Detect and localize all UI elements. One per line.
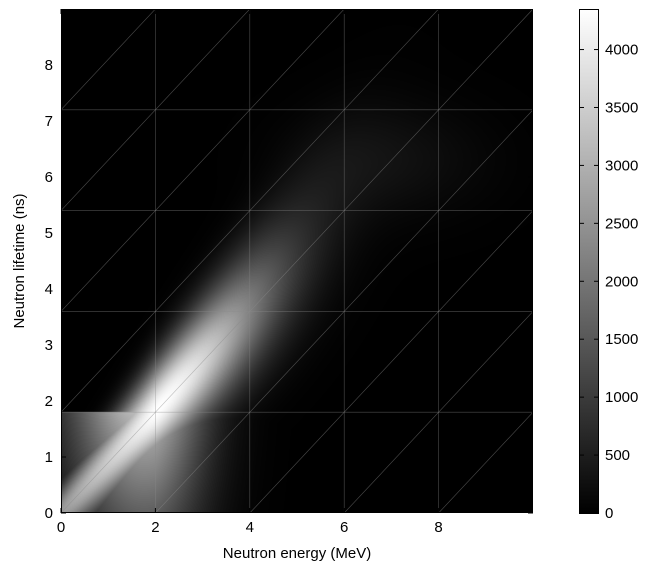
plot-frame	[61, 9, 533, 513]
y-tick-label: 1	[45, 449, 53, 466]
colorbar-tick-label: 0	[605, 505, 613, 522]
mesh-diagonal-line	[627, 0, 651, 513]
x-axis-ticks: 0 2 4 6 8	[57, 9, 443, 536]
colorbar: 0 500 1000 1500 2000 2500 3000 3500 4000	[579, 9, 638, 522]
colorbar-tick-label: 3500	[605, 99, 638, 116]
colorbar-tick-label: 2500	[605, 215, 638, 232]
mesh-diagonal-line	[155, 109, 533, 513]
colorbar-tick-label: 2000	[605, 273, 638, 290]
mesh-diagonal-line	[343, 310, 533, 513]
y-axis-ticks: 0 1 2 3 4 5 6 7 8	[45, 57, 533, 522]
mesh-diagonal-line	[249, 210, 533, 513]
x-tick-label: 2	[151, 519, 159, 536]
x-tick-label: 4	[246, 519, 254, 536]
y-tick-label: 3	[45, 337, 53, 354]
x-tick-label: 8	[434, 519, 442, 536]
y-tick-label: 0	[45, 505, 53, 522]
colorbar-ticks: 0 500 1000 1500 2000 2500 3000 3500 4000	[579, 42, 638, 522]
x-tick-label: 6	[340, 519, 348, 536]
y-tick-label: 6	[45, 169, 53, 186]
y-tick-label: 8	[45, 57, 53, 74]
colorbar-tick-label: 500	[605, 447, 630, 464]
y-tick-label: 4	[45, 281, 53, 298]
y-tick-label: 2	[45, 393, 53, 410]
y-tick-label: 7	[45, 113, 53, 130]
mesh-diagonal-line	[61, 9, 440, 413]
y-axis-label: Neutron lifetime (ns)	[11, 193, 28, 328]
x-tick-label: 0	[57, 519, 65, 536]
colorbar-tick-label: 3000	[605, 157, 638, 174]
mesh-diagonal-line	[61, 9, 533, 513]
y-tick-label: 5	[45, 225, 53, 242]
heatmap-plot	[61, 0, 651, 513]
colorbar-tick-label: 1000	[605, 389, 638, 406]
heatmap-mesh	[61, 0, 651, 513]
colorbar-gradient	[579, 9, 599, 514]
colorbar-tick-label: 1500	[605, 331, 638, 348]
x-axis-label: Neutron energy (MeV)	[223, 545, 371, 562]
colorbar-tick-label: 4000	[605, 42, 638, 59]
